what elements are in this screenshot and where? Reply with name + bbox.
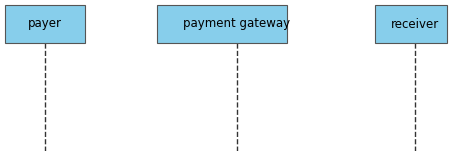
- FancyBboxPatch shape: [157, 5, 287, 43]
- FancyBboxPatch shape: [375, 5, 447, 43]
- FancyBboxPatch shape: [5, 5, 85, 43]
- Text: receiver: receiver: [391, 18, 439, 31]
- Text: payment gateway: payment gateway: [184, 18, 291, 31]
- Text: payer: payer: [28, 18, 62, 31]
